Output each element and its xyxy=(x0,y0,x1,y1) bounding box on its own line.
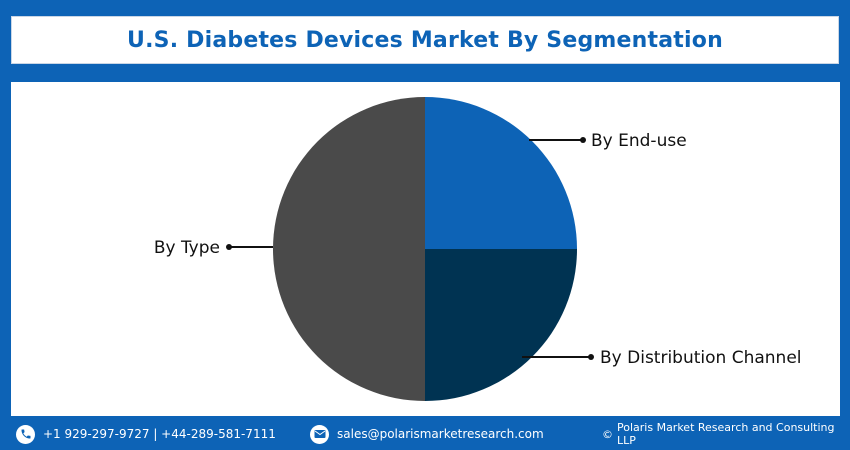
footer-phone: +1 929-297-9727 | +44-289-581-7111 xyxy=(16,424,276,444)
slice-label: By Type xyxy=(154,238,220,258)
copyright-symbol: © xyxy=(602,427,613,441)
footer: +1 929-297-9727 | +44-289-581-7111 sales… xyxy=(0,418,850,450)
envelope-icon xyxy=(310,424,329,444)
footer-copyright: © Polaris Market Research and Consulting… xyxy=(602,421,850,447)
title-bar: U.S. Diabetes Devices Market By Segmenta… xyxy=(11,16,839,64)
footer-copyright-text: Polaris Market Research and Consulting L… xyxy=(617,421,835,447)
phone-icon xyxy=(16,424,35,444)
leader-dot xyxy=(580,137,586,143)
pie-slice-by-end-use xyxy=(425,97,577,249)
footer-email-text[interactable]: sales@polarismarketresearch.com xyxy=(337,427,544,441)
footer-email[interactable]: sales@polarismarketresearch.com xyxy=(310,424,544,444)
pie-chart: By End-use By Distribution Channel By Type xyxy=(154,97,802,401)
pie-slice-by-type xyxy=(273,97,425,401)
leader-dot xyxy=(226,244,232,250)
leader-dot xyxy=(588,354,594,360)
pie-slice-by-distribution-channel xyxy=(425,249,577,401)
footer-phone-text: +1 929-297-9727 | +44-289-581-7111 xyxy=(43,427,276,441)
slice-label: By End-use xyxy=(591,131,687,151)
slice-label: By Distribution Channel xyxy=(600,348,802,368)
chart-panel: By End-use By Distribution Channel By Type xyxy=(11,82,840,416)
page-title: U.S. Diabetes Devices Market By Segmenta… xyxy=(127,27,723,53)
